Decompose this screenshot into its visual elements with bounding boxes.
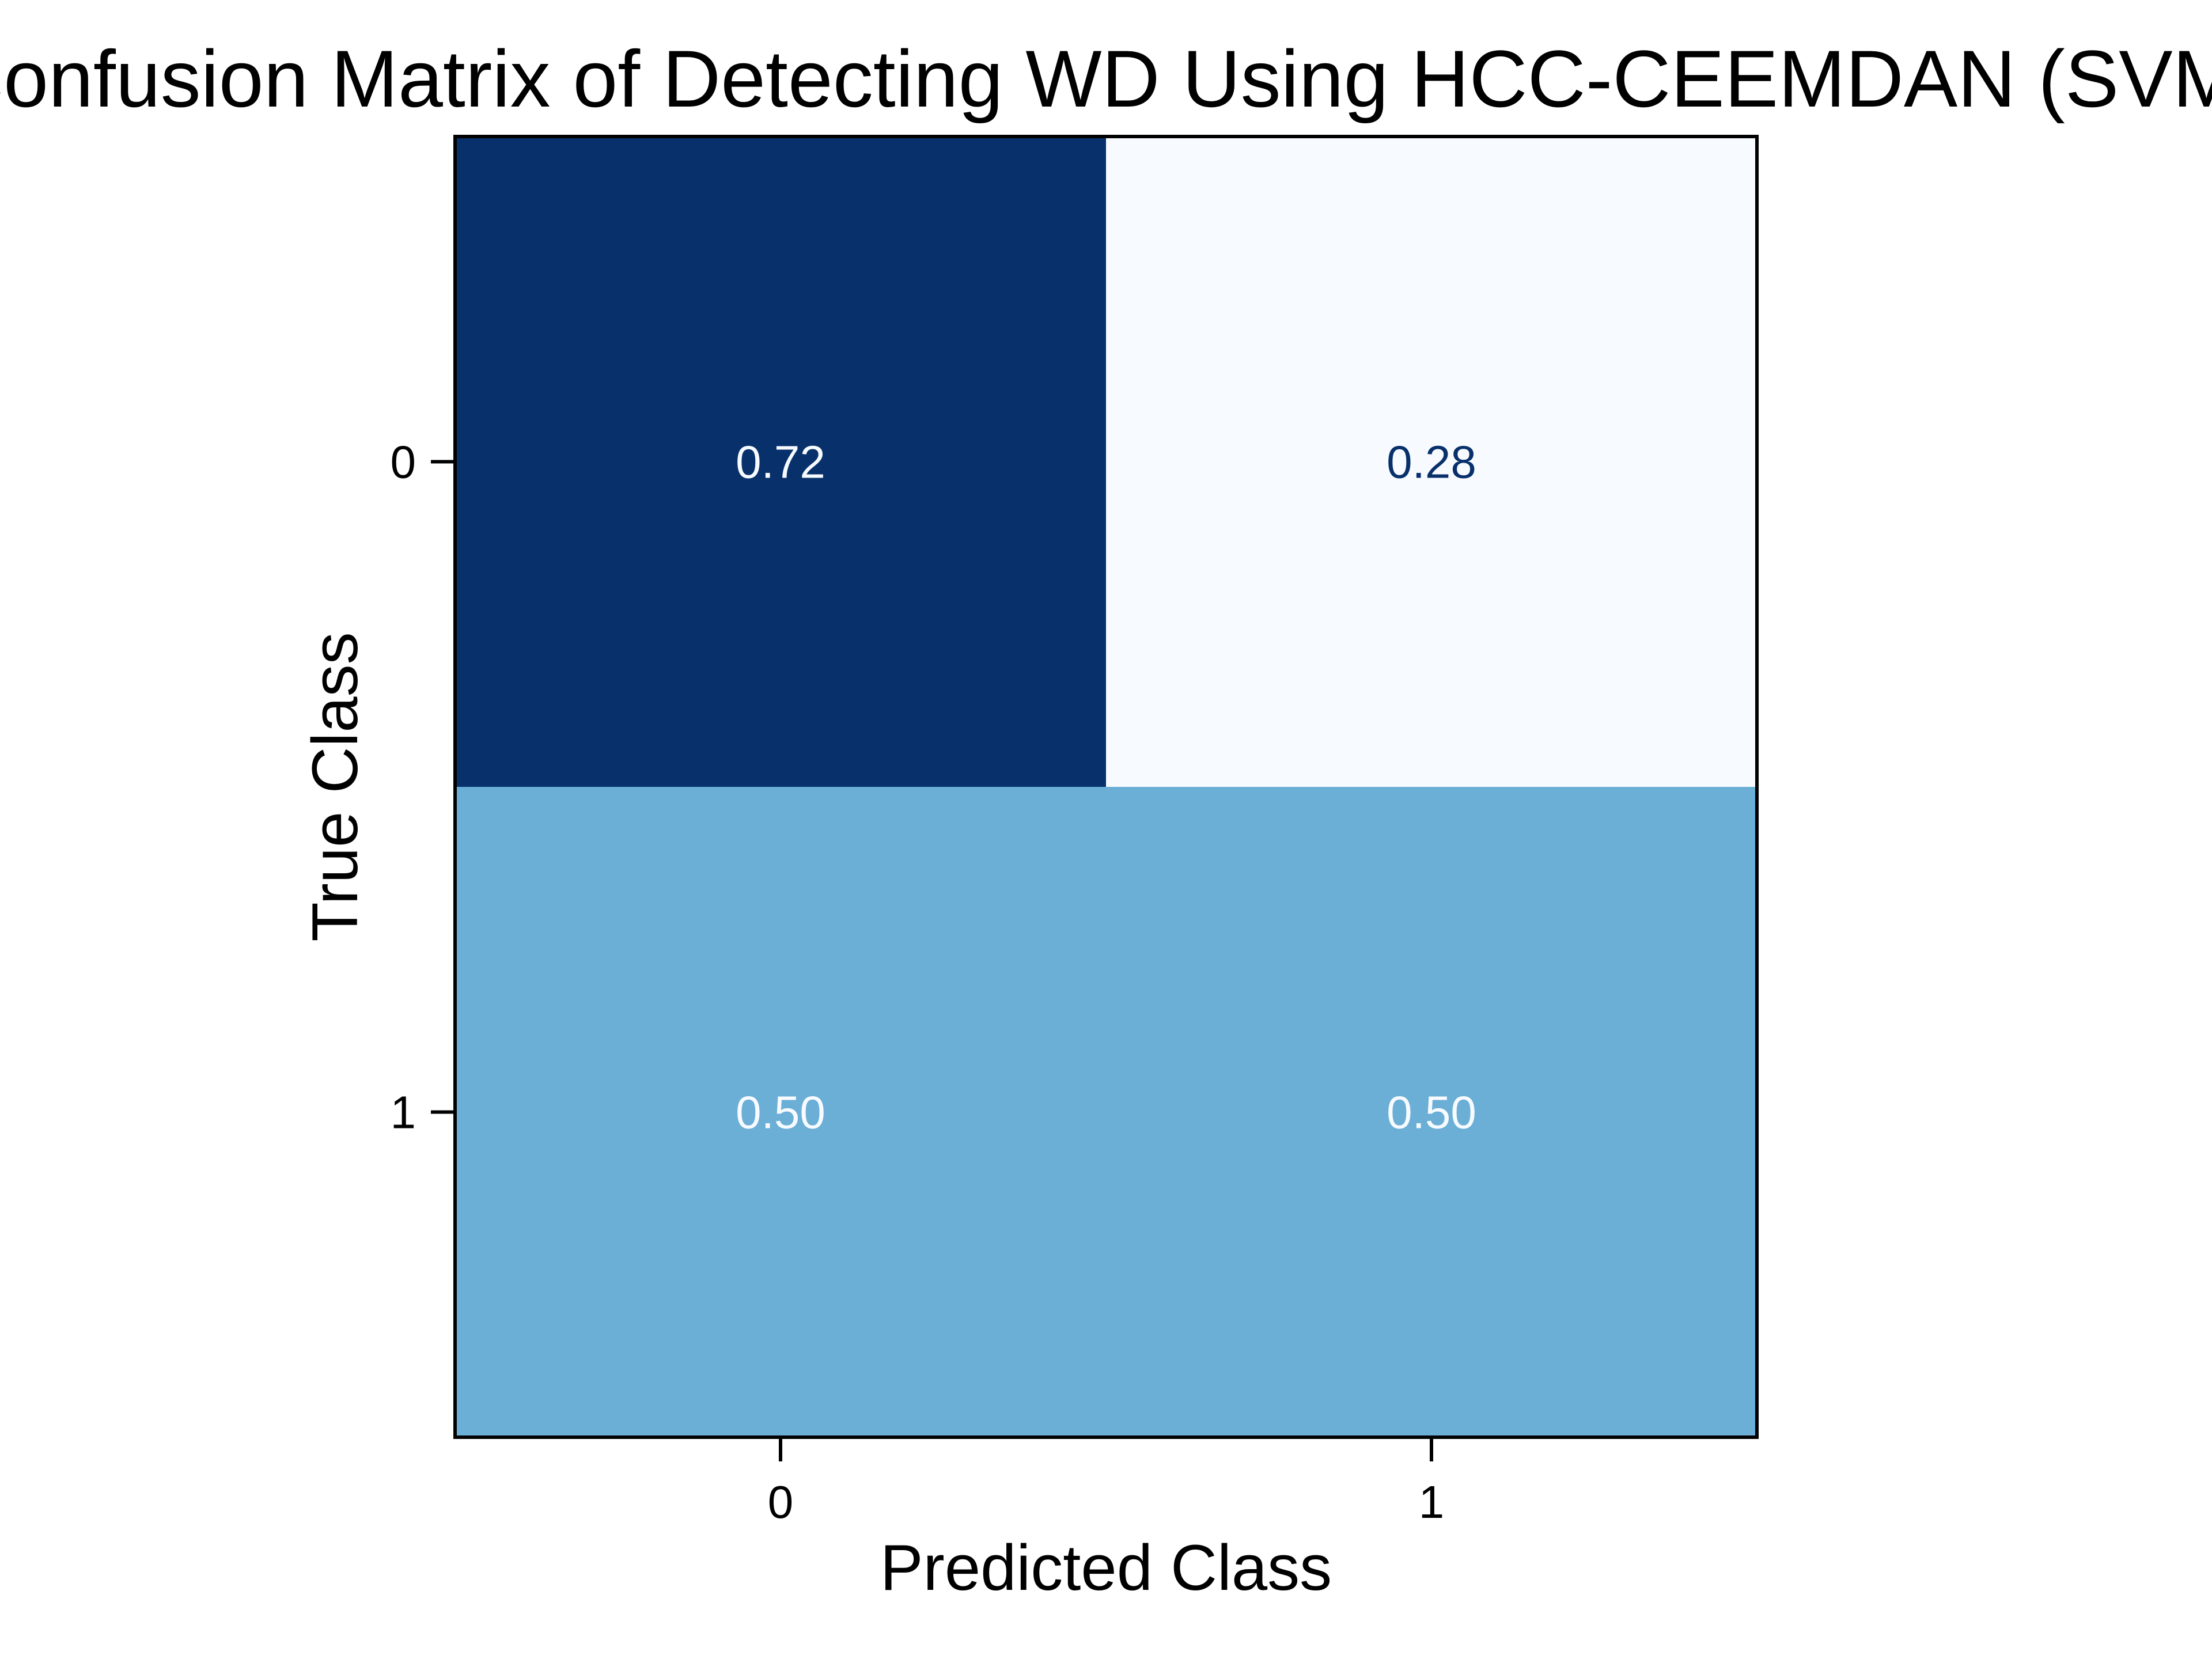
plot-frame (453, 135, 1759, 1439)
cell-value-r0-c1: 0.28 (1387, 437, 1476, 488)
heatmap-cells (455, 137, 1758, 1438)
x-tick-label-0: 0 (768, 1476, 794, 1528)
heatmap-cell-r1-c0 (455, 787, 1107, 1438)
cell-value-r1-c1: 0.50 (1387, 1087, 1476, 1138)
x-axis-label: Predicted Class (880, 1532, 1332, 1604)
chart-title: Confusion Matrix of Detecting WD Using H… (0, 33, 2212, 124)
y-tick-label-0: 0 (391, 437, 416, 488)
heatmap-cell-r0-c0 (455, 137, 1107, 787)
heatmap-cell-r1-c1 (1106, 787, 1758, 1438)
cell-value-r1-c0: 0.50 (736, 1087, 825, 1138)
heatmap-cell-labels: 0.72 0.28 0.50 0.50 (736, 437, 1476, 1138)
cell-value-r0-c0: 0.72 (736, 437, 825, 488)
y-axis-ticks: 01 (391, 437, 455, 1138)
x-tick-label-1: 1 (1419, 1476, 1445, 1528)
heatmap-cell-r0-c1 (1106, 137, 1758, 787)
y-tick-label-1: 1 (391, 1087, 416, 1138)
y-axis-label: True Class (299, 632, 371, 941)
